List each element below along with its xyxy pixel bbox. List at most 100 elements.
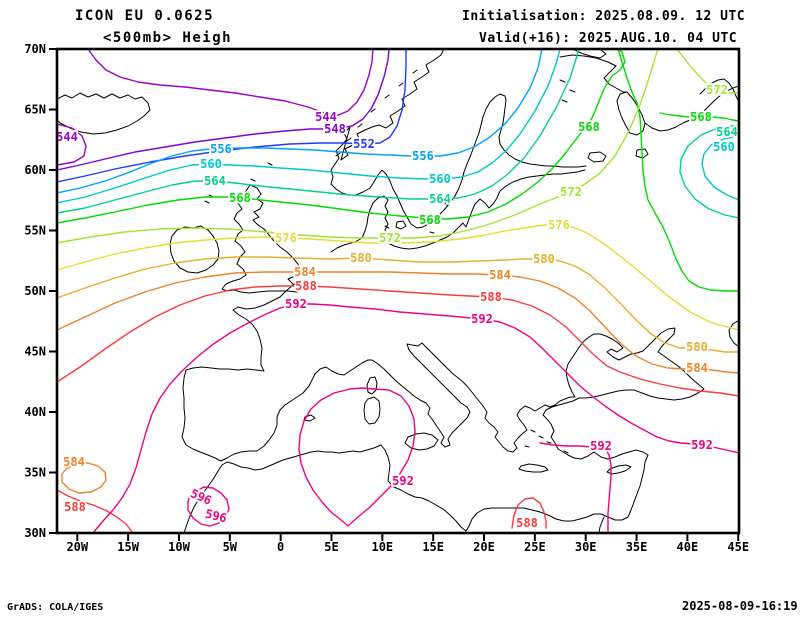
lon-label-5E: 5E [324,540,338,554]
island-zealand [395,220,407,230]
coast-kola-barents [559,54,646,136]
contour-592-med-high [298,387,416,527]
contour-label-560: 560 [429,172,451,186]
contour-label-572: 572 [379,231,401,245]
contour-592-south [539,442,612,533]
lat-label-45N: 45N [24,345,46,359]
contour-label-564: 564 [204,174,226,188]
contour-544-hairpin [87,49,374,117]
contour-label-588: 588 [480,290,502,304]
grads-credit: GrADS: COLA/IGES [7,602,103,613]
coast-europe-mainland [181,279,471,462]
coastlines [57,49,739,533]
contour-588 [57,285,739,397]
contour-label-596: 596 [204,507,228,526]
lat-label-40N: 40N [24,405,46,419]
contour-label-560: 560 [713,140,735,154]
lon-label-20E: 20E [473,540,495,554]
contour-588-sw [57,489,134,533]
lat-label-70N: 70N [24,42,46,56]
lat-label-65N: 65N [24,103,46,117]
contour-label-584: 584 [686,361,708,375]
contour-label-592: 592 [691,438,713,452]
lon-label-5W: 5W [223,540,238,554]
contour-label-544: 544 [315,110,337,124]
contour-label-572: 572 [706,83,728,97]
contour-568-kola [659,112,739,122]
contour-label-544: 544 [56,130,78,144]
lon-label-20W: 20W [66,540,88,554]
contour-584 [57,271,739,374]
island-sicily [404,432,439,451]
contour-588-libya [511,497,547,529]
lake-ladoga [587,151,607,163]
contour-568 [57,49,626,224]
lake-onega [635,148,649,159]
height-contours [57,49,739,533]
contour-564-ne-low [679,124,739,219]
contour-label-576: 576 [275,231,297,245]
coast-finland-scandinavia [330,49,587,229]
contour-label-556: 556 [210,142,232,156]
lat-label-30N: 30N [24,526,46,540]
island-crete [518,463,549,473]
contour-label-592: 592 [285,297,307,311]
contour-label-572: 572 [560,185,582,199]
contour-label-588: 588 [64,500,86,514]
contour-552 [57,49,407,183]
contour-544-west [57,123,87,166]
lat-label-55N: 55N [24,224,46,238]
contour-560 [57,49,561,204]
island-sardinia [363,396,381,425]
lon-label-15W: 15W [117,540,139,554]
coast-caspian [728,319,739,348]
init-time: Initialisation: 2025.08.09. 12 UTC [462,9,745,24]
lon-label-40E: 40E [677,540,699,554]
island-corsica [366,376,378,395]
contour-label-580: 580 [686,340,708,354]
lon-label-15E: 15E [422,540,444,554]
lon-label-25E: 25E [524,540,546,554]
contour-label-576: 576 [548,218,570,232]
lat-label-50N: 50N [24,284,46,298]
contour-label-588: 588 [516,516,538,530]
contour-label-568: 568 [690,110,712,124]
contour-label-584: 584 [63,455,85,469]
coast-ireland [169,225,220,274]
lon-label-0: 0 [277,540,284,554]
contour-label-592: 592 [392,474,414,488]
contour-label-568: 568 [419,213,441,227]
coast-balkans-blacksea-africa [183,327,705,533]
contour-label-580: 580 [350,251,372,265]
contour-label-584: 584 [489,268,511,282]
field-title: <500mb> Heigh [103,30,232,46]
river-nile [598,516,605,533]
coast-barents-islands [572,49,607,59]
contour-564 [57,49,579,214]
contour-label-592: 592 [471,312,493,326]
contour-label-564: 564 [429,192,451,206]
model-title: ICON EU 0.0625 [75,8,214,24]
lon-label-45E: 45E [727,540,749,554]
lon-label-35E: 35E [626,540,648,554]
axis-ticks [49,48,740,541]
contour-label-588: 588 [295,279,317,293]
contour-576 [57,224,739,331]
contour-596-gibraltar [187,486,230,527]
contour-548 [57,49,390,171]
contour-572-ne [676,49,739,94]
small-islands [204,69,576,454]
coast-britain [221,184,301,294]
contour-label-568: 568 [229,191,251,205]
lat-label-35N: 35N [24,466,46,480]
contour-572 [57,49,659,244]
contour-label-552: 552 [353,137,375,151]
coast-lowcountries-baltic [330,169,586,253]
contour-label-548: 548 [324,122,346,136]
lon-label-10E: 10E [371,540,393,554]
lon-label-30E: 30E [575,540,597,554]
contour-580 [57,256,739,353]
